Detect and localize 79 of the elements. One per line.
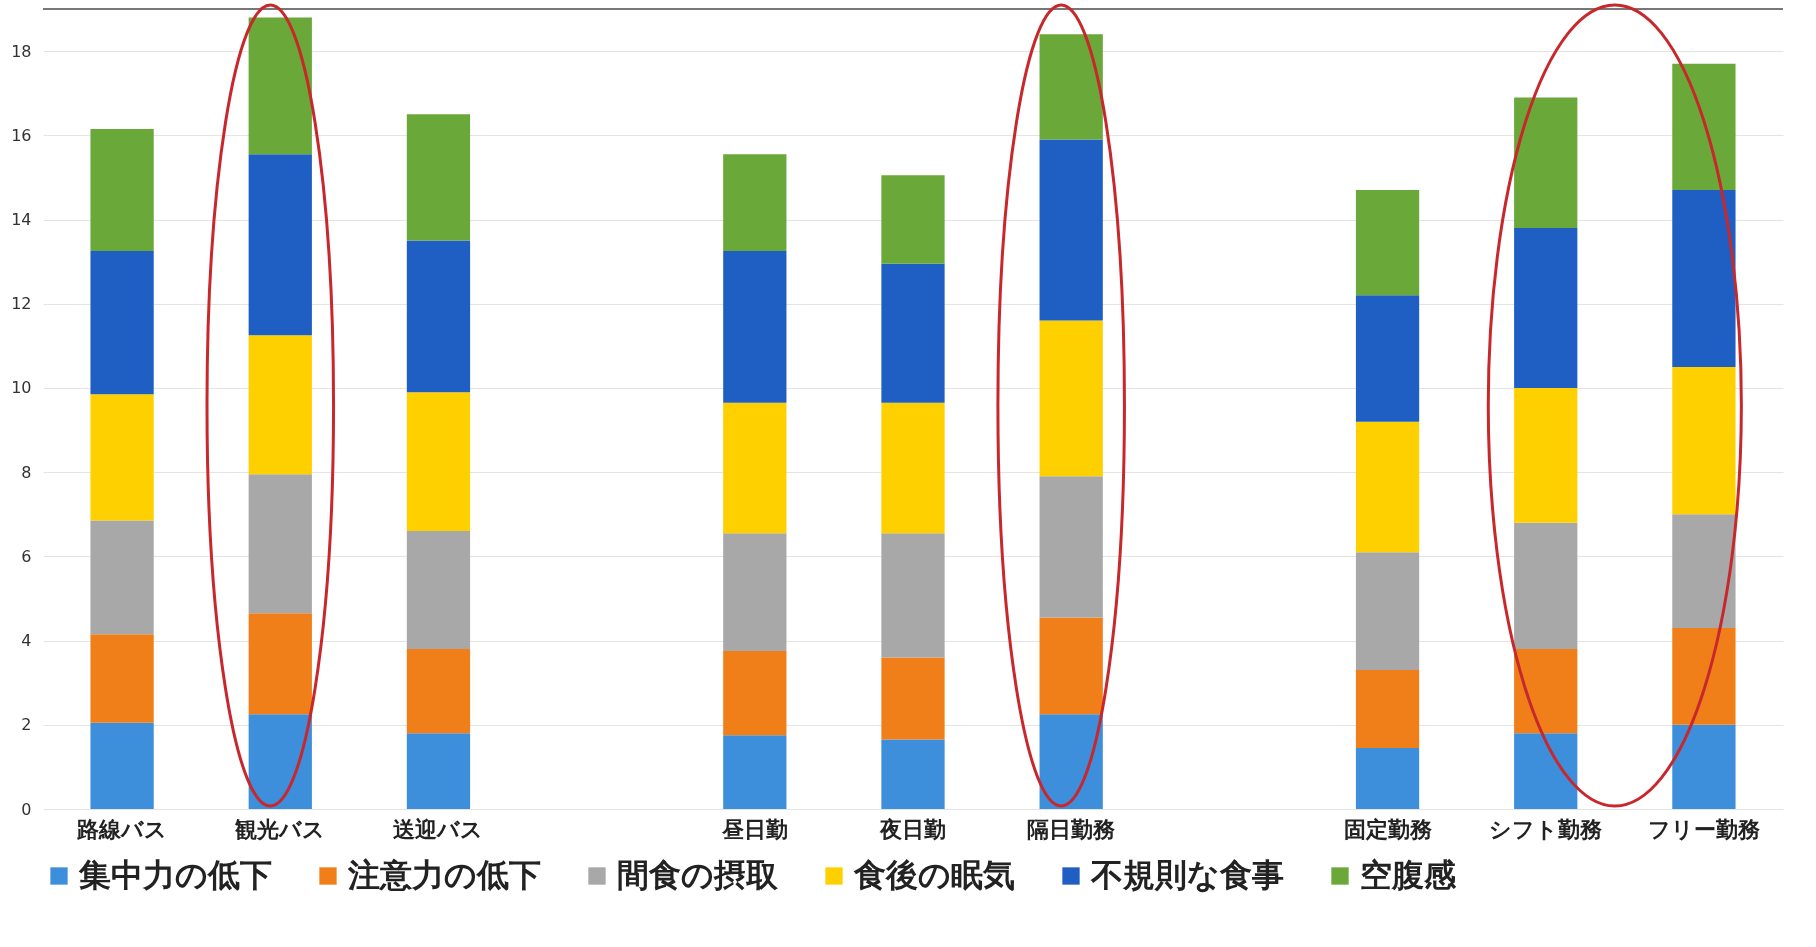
bar [1514,649,1578,734]
bar [1355,190,1420,296]
y-tick-label: 8 [21,462,32,482]
y-tick-label: 10 [11,378,32,398]
bar [248,714,312,809]
bar [1672,63,1736,191]
bar [723,251,787,403]
bar [406,240,471,393]
x-tick-label: 夜日勤 [879,816,946,842]
bar [1514,733,1578,809]
bar [723,533,787,652]
x-tick-label: フリー勤務 [1647,816,1760,842]
bar [723,651,787,736]
x-tick-label: 路線バス [76,816,168,842]
bar [1039,320,1103,477]
bar [90,394,154,521]
bar [248,17,312,155]
bar [1039,617,1103,715]
bar [90,129,154,252]
bar [1672,724,1736,809]
y-tick-label: 6 [21,546,32,566]
bar [1514,227,1578,388]
bar [881,657,945,740]
bar [406,649,471,734]
bar [1355,295,1420,422]
legend-label: 間食の摂取 [617,856,779,894]
bar [406,114,471,241]
x-tick-label: 隔日勤務 [1027,816,1116,842]
legend-label: 空腹感 [1360,856,1457,894]
bar [1039,34,1103,140]
bar [1514,387,1578,523]
bar [723,402,787,534]
bar [723,735,787,809]
bar [723,154,787,252]
bar [248,613,312,715]
bar [1672,366,1736,515]
bar [90,520,154,635]
y-tick-label: 14 [11,210,32,230]
bar [1039,714,1103,809]
x-tick-label: 送迎バス [393,816,484,842]
bar [1355,421,1420,553]
bar [1514,97,1578,228]
bar [1672,627,1736,725]
legend-label: 集中力の低下 [78,856,272,894]
legend-label: 食後の眠気 [853,856,1015,894]
bar [1514,522,1578,649]
bar [1039,139,1103,321]
bar [406,531,471,649]
bar [1355,747,1420,809]
y-tick-label: 16 [11,125,32,145]
bar [881,175,945,264]
bar [881,533,945,658]
bar [90,722,154,809]
bar [1355,670,1420,748]
y-tick-label: 12 [11,294,32,314]
bar [1672,190,1736,367]
x-tick-label: シフト勤務 [1489,816,1603,842]
bar [881,739,945,809]
bar [1039,476,1103,618]
bar [881,263,945,403]
x-tick-label: 観光バス [234,816,326,842]
bar [248,154,312,336]
y-tick-label: 4 [21,631,32,651]
bar [406,392,471,532]
bar [248,474,312,614]
bar [1355,552,1420,671]
y-tick-label: 0 [21,799,32,819]
bar [90,251,154,395]
y-tick-label: 2 [21,715,32,735]
legend-label: 不規則な食事 [1090,856,1284,894]
y-tick-label: 18 [11,41,32,61]
bar [881,402,945,534]
bar [1672,514,1736,628]
bar [248,335,312,475]
x-tick-label: 昼日勤 [720,816,788,842]
legend-label: 注意力の低下 [347,856,541,894]
x-tick-label: 固定勤務 [1343,816,1432,842]
bar [90,634,154,723]
bar [406,733,471,809]
